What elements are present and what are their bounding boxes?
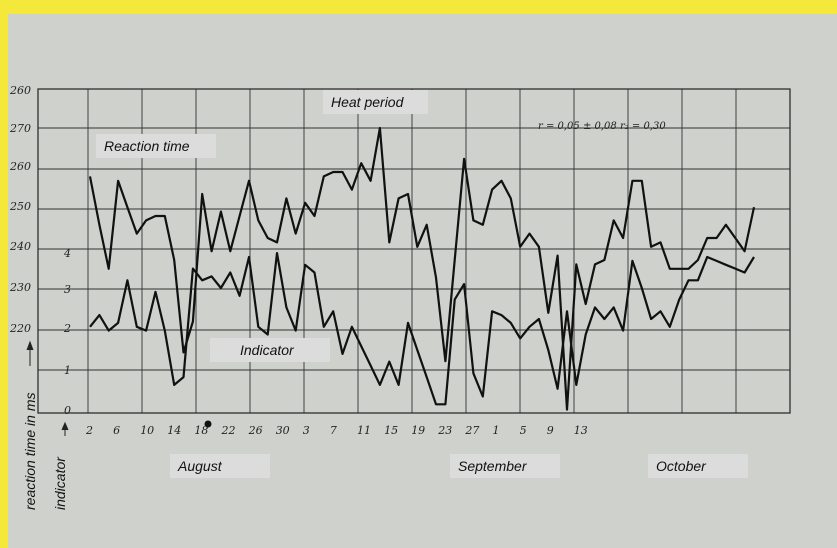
month-label-box xyxy=(648,454,748,478)
x-tick-label: 22 xyxy=(221,424,236,437)
x-tick-label: 19 xyxy=(411,424,425,437)
y-tick-label: 260 xyxy=(9,84,31,97)
x-tick-label: 13 xyxy=(574,424,588,437)
y-axis-arrow xyxy=(26,340,34,366)
indicator-axis-label: indicator xyxy=(52,456,68,510)
indicator-tick-label: 1 xyxy=(64,364,71,377)
indicator-axis-ticks: 4 3 2 1 0 xyxy=(63,247,71,417)
x-tick-label: 10 xyxy=(140,424,154,437)
reaction-time-line xyxy=(88,126,756,411)
month-label: September xyxy=(458,458,528,474)
series-label-indicator: Indicator xyxy=(240,342,295,358)
title-box xyxy=(323,90,428,114)
indicator-axis-arrow xyxy=(61,421,69,436)
y-axis-ticks: 260 270 260 250 240 230 220 xyxy=(9,84,31,335)
x-tick-label: 11 xyxy=(357,424,371,437)
y-tick-label: 250 xyxy=(9,200,31,213)
x-tick-label: 23 xyxy=(437,424,452,437)
indicator-tick-label: 4 xyxy=(63,247,71,260)
x-tick-label: 30 xyxy=(276,424,290,437)
indicator-line xyxy=(89,252,755,406)
axis-dot xyxy=(204,420,212,428)
month-label: October xyxy=(656,458,707,474)
x-axis-ticks: 2 6 10 14 18 22 26 30 3 7 11 15 19 23 27 1 5 9 13 xyxy=(85,424,588,437)
x-tick-label: 2 xyxy=(85,424,93,437)
x-tick-label: 5 xyxy=(520,424,527,437)
x-tick-label: 27 xyxy=(464,424,479,437)
series-label-reaction-time: Reaction time xyxy=(104,138,190,154)
x-tick-label: 14 xyxy=(167,424,181,437)
month-label-box xyxy=(170,454,270,478)
indicator-tick-label: 3 xyxy=(64,283,71,296)
x-tick-label: 7 xyxy=(330,424,337,437)
x-tick-label: 15 xyxy=(384,424,398,437)
y-tick-label: 220 xyxy=(9,322,31,335)
y-tick-label: 240 xyxy=(9,240,31,253)
y-tick-label: 260 xyxy=(9,160,31,173)
month-labels: August September October xyxy=(170,454,748,478)
x-tick-label: 18 xyxy=(194,424,208,437)
y-tick-label: 230 xyxy=(9,281,31,294)
y-tick-label: 270 xyxy=(9,122,31,135)
series-label-box-indicator xyxy=(210,338,330,362)
x-tick-label: 26 xyxy=(248,424,263,437)
y-axis-label: reaction time in ms xyxy=(22,393,38,510)
month-label: August xyxy=(177,458,223,474)
indicator-tick-label: 0 xyxy=(64,404,71,417)
x-tick-label: 3 xyxy=(303,424,310,437)
series-label-box-reaction xyxy=(96,134,216,158)
month-label-box xyxy=(450,454,560,478)
chart-title: Heat period xyxy=(331,94,405,110)
correlation-annotation: r = 0,05 ± 0,08 r₂ = 0,30 xyxy=(538,121,666,132)
x-tick-label: 9 xyxy=(547,424,554,437)
x-tick-label: 1 xyxy=(493,424,500,437)
x-tick-label: 6 xyxy=(113,424,120,437)
plot-frame xyxy=(37,88,791,414)
indicator-tick-label: 2 xyxy=(63,322,71,335)
